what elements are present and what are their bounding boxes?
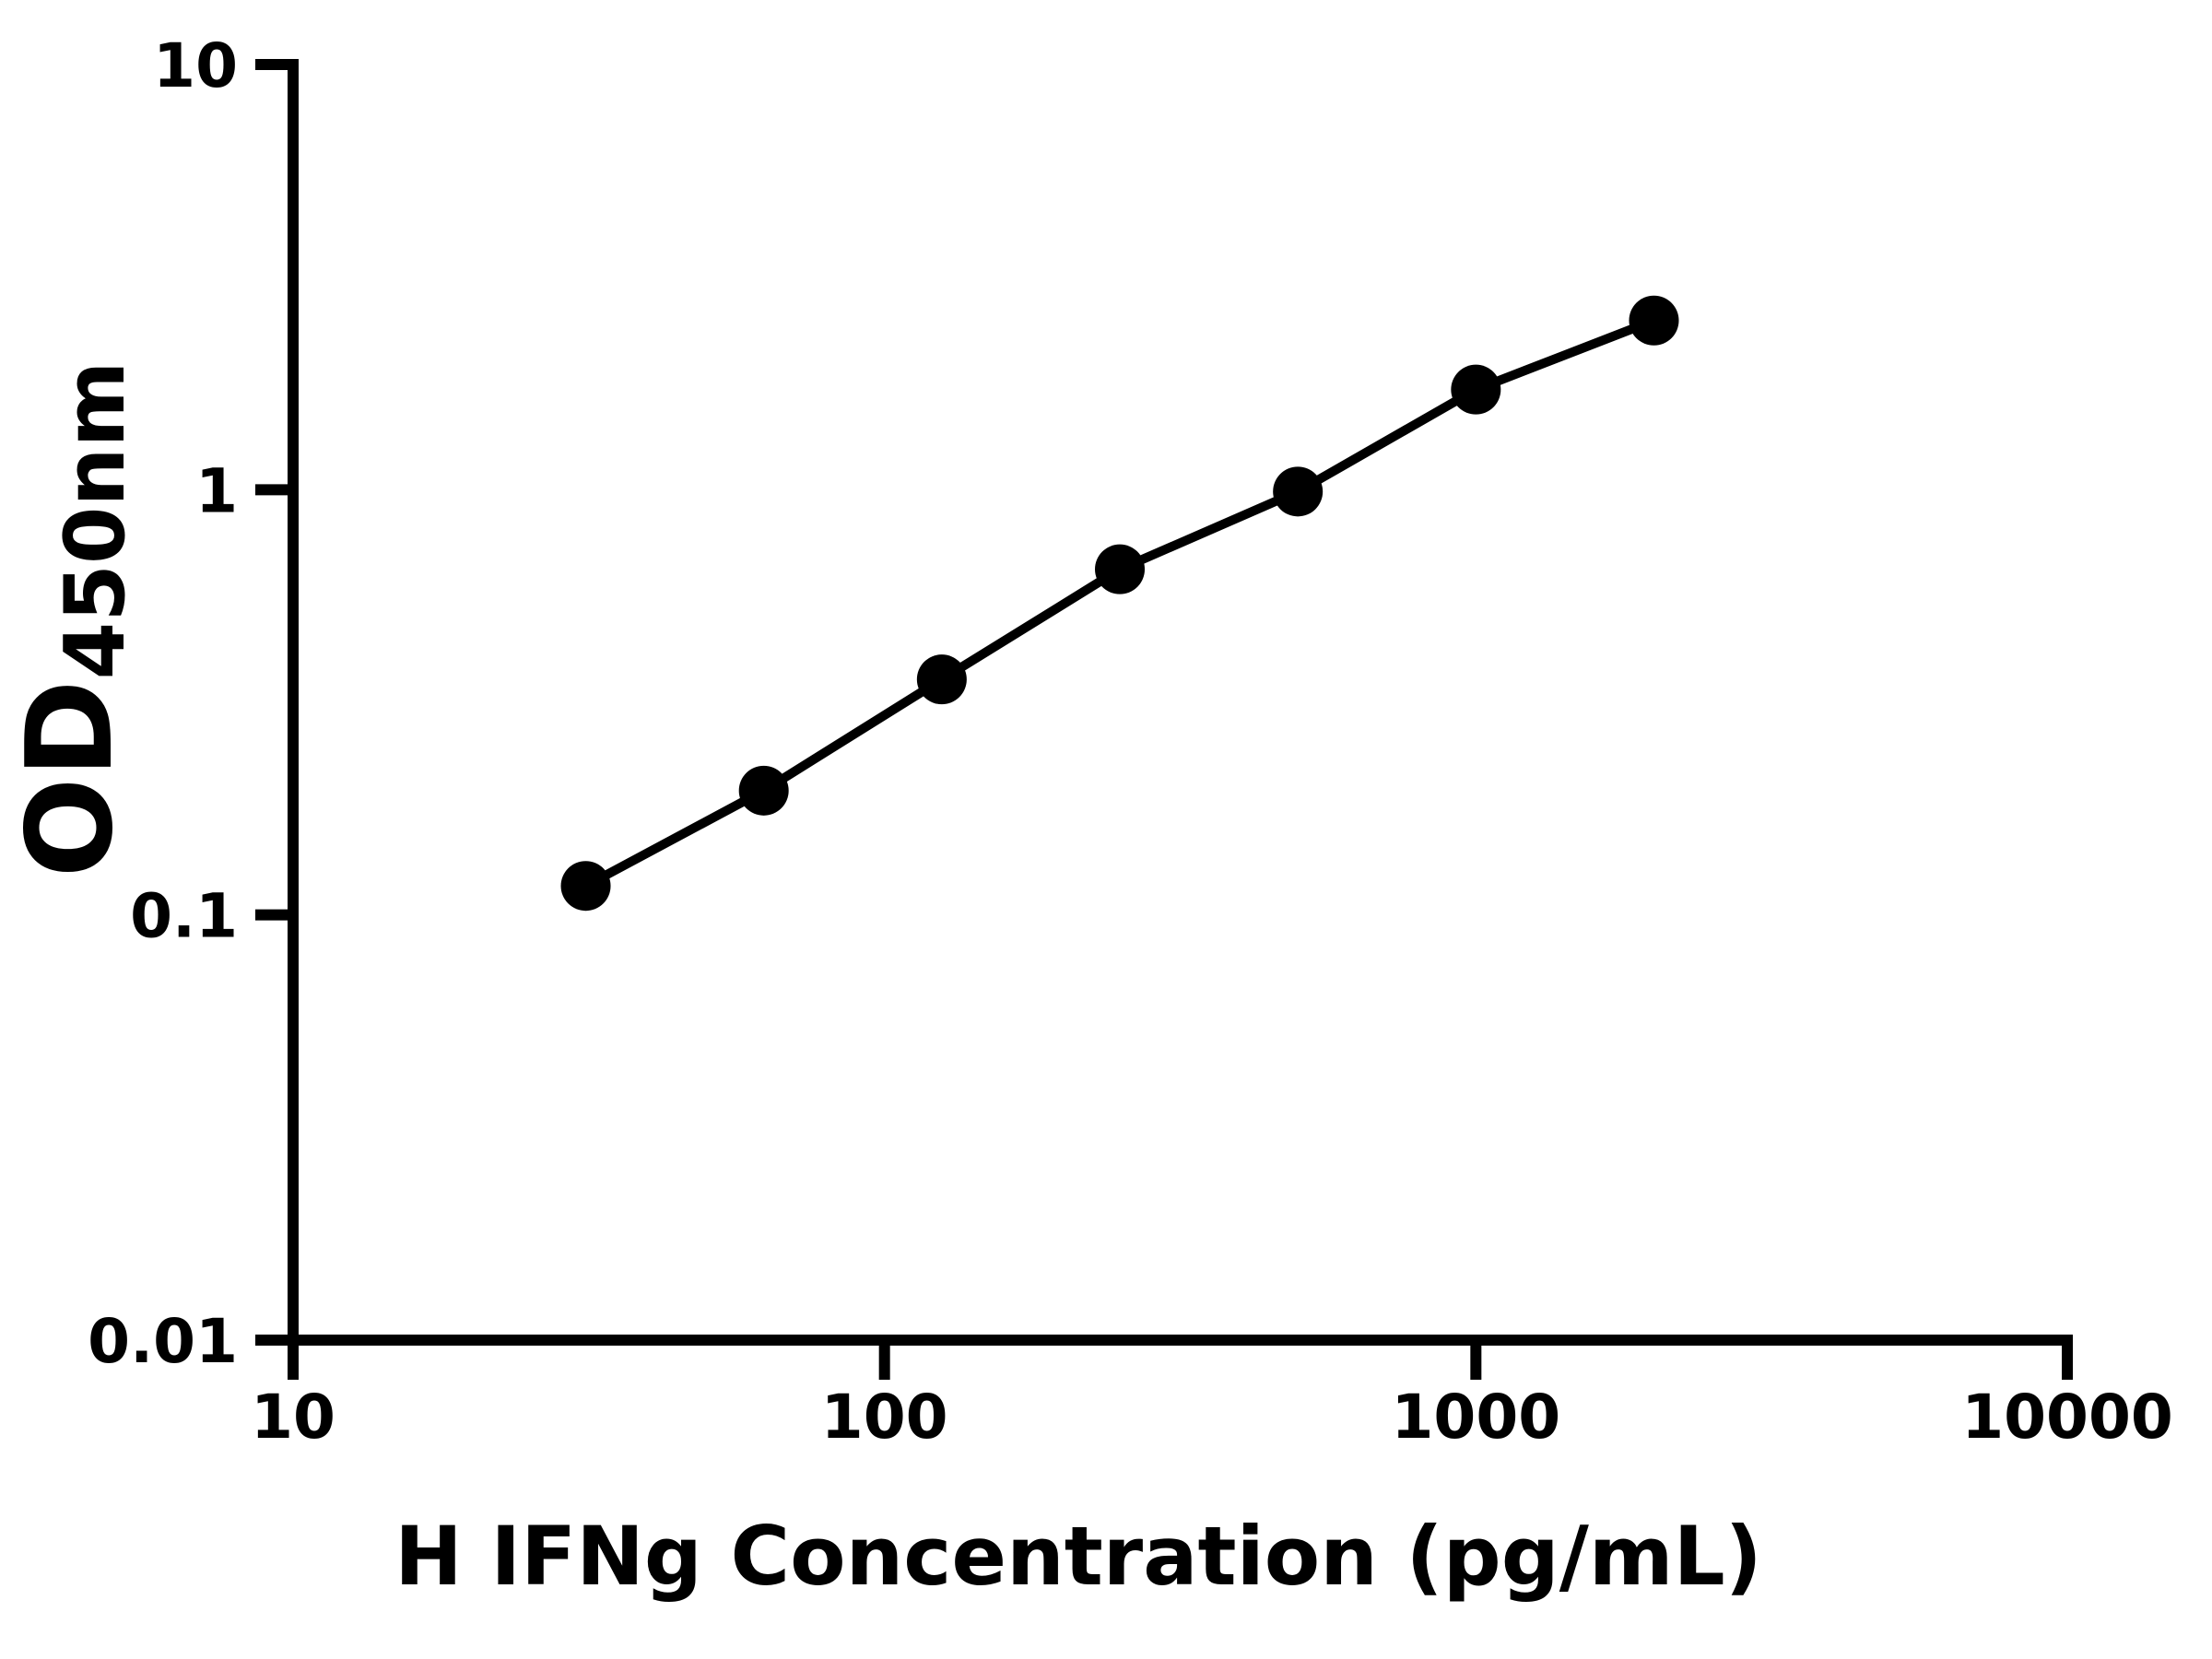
- data-point: [560, 861, 611, 912]
- x-axis-title: H IFNg Concentration (pg/mL): [394, 1509, 1762, 1604]
- x-axis-tick-label: 1000: [1391, 1382, 1560, 1453]
- data-point: [916, 654, 967, 705]
- data-point: [1629, 295, 1679, 346]
- y-axis-tick-label: 10: [153, 30, 238, 101]
- y-axis-title-sub: 450nm: [47, 361, 144, 680]
- y-axis-tick-label: 0.1: [130, 881, 238, 952]
- x-axis-tick-label: 10000: [1961, 1382, 2173, 1453]
- y-axis-tick-label: 0.01: [88, 1306, 238, 1377]
- y-axis-title: OD450nm: [2, 361, 144, 878]
- data-point: [1095, 544, 1146, 594]
- x-axis-tick-label: 100: [821, 1382, 948, 1453]
- data-point: [1451, 364, 1501, 415]
- y-axis-title-main: OD: [2, 679, 139, 877]
- data-point: [738, 765, 789, 816]
- y-axis-tick-label: 1: [195, 455, 238, 526]
- x-axis-tick-label: 10: [251, 1382, 335, 1453]
- data-point: [1273, 466, 1324, 517]
